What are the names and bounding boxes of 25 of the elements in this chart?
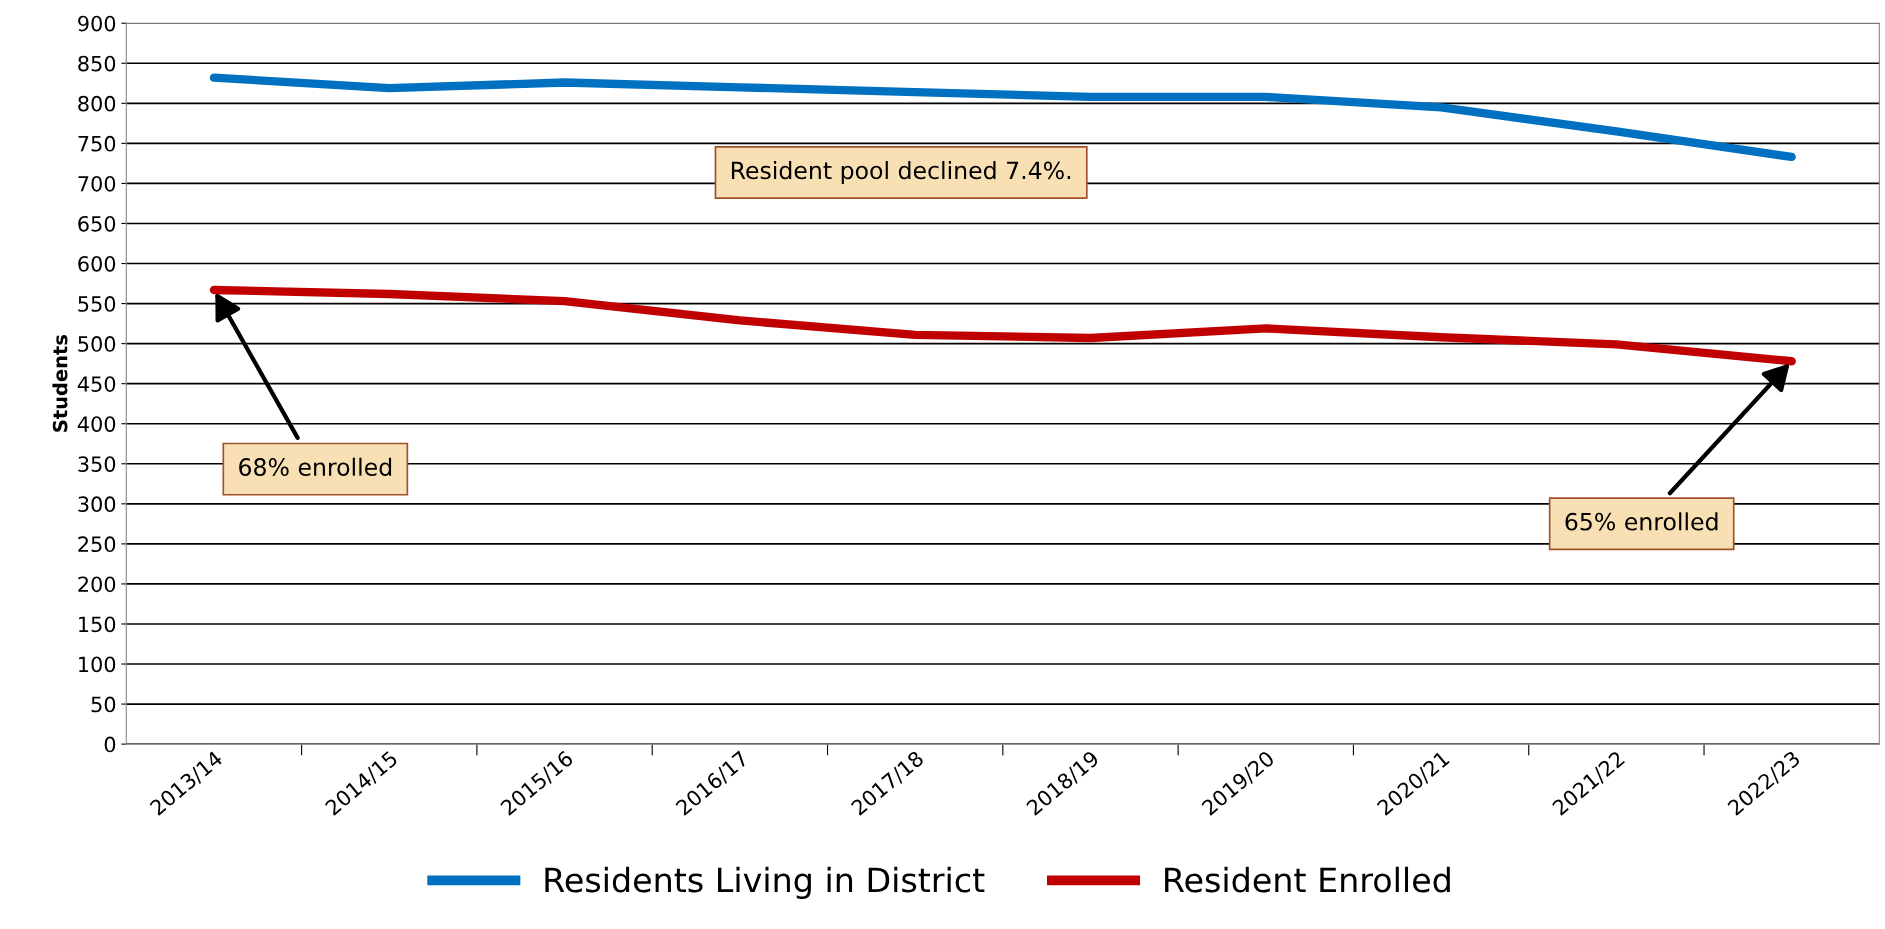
y-tick-label: 100 [79,656,116,673]
y-tick-label: 700 [78,175,116,192]
y-tick-label: 650 [78,215,116,232]
y-tick-label: 0 [104,736,116,753]
y-tick-label: 750 [78,135,116,152]
y-tick-label: 800 [78,95,116,112]
legend-label: Residents Living in District [545,866,985,899]
y-tick-label: 550 [78,296,116,312]
annotation: 68% enrolled [239,457,392,476]
y-tick-label: 450 [77,376,116,392]
annotation: 65% enrolled [1565,512,1718,531]
y-tick-label: 900 [78,15,116,32]
y-axis-title: Students [52,335,68,432]
y-tick-label: 500 [78,336,116,352]
y-tick-label: 400 [77,416,116,432]
y-tick-label: 200 [78,576,116,593]
y-tick-label: 600 [78,255,116,272]
y-tick-label: 300 [78,496,116,513]
y-tick-label: 150 [79,616,116,633]
legend-label: Resident Enrolled [1165,866,1450,893]
y-tick-label: 350 [78,456,116,472]
y-tick-label: 50 [91,696,116,713]
y-tick-label: 850 [78,55,116,72]
y-tick-label: 250 [78,536,116,553]
annotation: Resident pool declined 7.4%. [731,161,1071,184]
